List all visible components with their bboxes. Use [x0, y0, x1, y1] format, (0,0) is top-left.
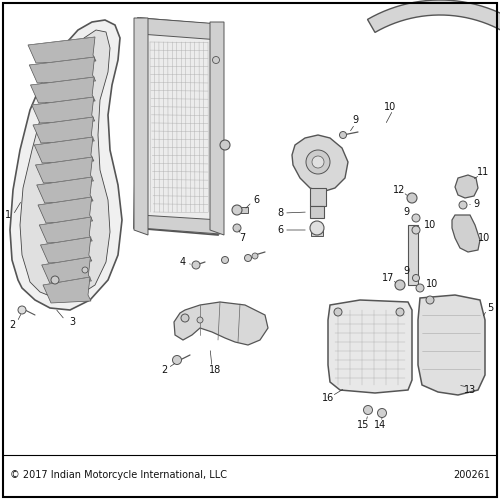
Circle shape: [395, 280, 405, 290]
Circle shape: [459, 201, 467, 209]
Text: 9: 9: [352, 115, 358, 125]
Text: © 2017 Indian Motorcycle International, LLC: © 2017 Indian Motorcycle International, …: [10, 470, 227, 480]
Text: 18: 18: [209, 365, 221, 375]
Polygon shape: [455, 175, 478, 198]
Circle shape: [181, 314, 189, 322]
Text: 6: 6: [277, 225, 283, 235]
Text: 16: 16: [322, 393, 334, 403]
Polygon shape: [210, 22, 224, 235]
Circle shape: [222, 256, 228, 264]
Circle shape: [426, 296, 434, 304]
Polygon shape: [28, 37, 96, 63]
Polygon shape: [36, 157, 94, 183]
Text: 10: 10: [478, 233, 490, 243]
Polygon shape: [10, 20, 122, 310]
Polygon shape: [34, 137, 94, 163]
Polygon shape: [328, 300, 412, 393]
Text: 13: 13: [464, 385, 476, 395]
Text: 10: 10: [384, 102, 396, 112]
Text: 12: 12: [393, 185, 405, 195]
Circle shape: [310, 221, 324, 235]
Circle shape: [364, 406, 372, 414]
Circle shape: [192, 261, 200, 269]
Text: 10: 10: [426, 279, 438, 289]
Circle shape: [412, 274, 420, 281]
Text: 9: 9: [403, 207, 409, 217]
Polygon shape: [134, 18, 222, 235]
Circle shape: [212, 56, 220, 64]
Text: 7: 7: [239, 233, 245, 243]
Polygon shape: [20, 30, 110, 298]
Polygon shape: [37, 177, 93, 203]
Text: 2: 2: [161, 365, 167, 375]
Text: 2: 2: [9, 320, 15, 330]
Polygon shape: [32, 97, 95, 123]
Polygon shape: [33, 117, 94, 143]
Circle shape: [82, 267, 88, 273]
Circle shape: [340, 132, 346, 138]
Polygon shape: [30, 77, 95, 103]
Circle shape: [412, 226, 420, 234]
Circle shape: [233, 224, 241, 232]
Circle shape: [252, 253, 258, 259]
Text: 14: 14: [374, 420, 386, 430]
Bar: [408, 225, 418, 285]
Circle shape: [244, 254, 252, 262]
Text: 9: 9: [473, 199, 479, 209]
Circle shape: [416, 284, 424, 292]
Text: 17: 17: [382, 273, 394, 283]
Text: 4: 4: [180, 257, 186, 267]
Polygon shape: [174, 302, 268, 345]
Polygon shape: [452, 215, 480, 252]
Text: 9: 9: [403, 266, 409, 276]
Circle shape: [232, 205, 242, 215]
Circle shape: [396, 308, 404, 316]
Bar: [310, 188, 326, 206]
Polygon shape: [40, 237, 92, 263]
Polygon shape: [292, 135, 348, 192]
Polygon shape: [418, 295, 485, 395]
Circle shape: [306, 150, 330, 174]
Circle shape: [407, 193, 417, 203]
Circle shape: [378, 408, 386, 418]
Circle shape: [312, 156, 324, 168]
Text: 15: 15: [357, 420, 369, 430]
Polygon shape: [38, 197, 92, 223]
Text: 6: 6: [253, 195, 259, 205]
Text: 3: 3: [69, 317, 75, 327]
Polygon shape: [39, 217, 92, 243]
Circle shape: [197, 317, 203, 323]
Circle shape: [18, 306, 26, 314]
Circle shape: [412, 214, 420, 222]
Polygon shape: [42, 257, 92, 283]
Bar: [310, 206, 324, 218]
Bar: [239, 207, 248, 213]
Bar: [311, 228, 323, 236]
Polygon shape: [43, 277, 91, 303]
Polygon shape: [134, 18, 148, 235]
Circle shape: [172, 356, 182, 364]
Text: 200261: 200261: [453, 470, 490, 480]
Circle shape: [220, 140, 230, 150]
Polygon shape: [368, 0, 500, 145]
Text: 8: 8: [277, 208, 283, 218]
Text: 1: 1: [5, 210, 11, 220]
Circle shape: [51, 276, 59, 284]
Text: 11: 11: [477, 167, 489, 177]
Polygon shape: [140, 215, 220, 234]
Text: 5: 5: [487, 303, 493, 313]
Text: 10: 10: [424, 220, 436, 230]
Polygon shape: [29, 57, 96, 83]
Circle shape: [334, 308, 342, 316]
Polygon shape: [140, 18, 220, 40]
